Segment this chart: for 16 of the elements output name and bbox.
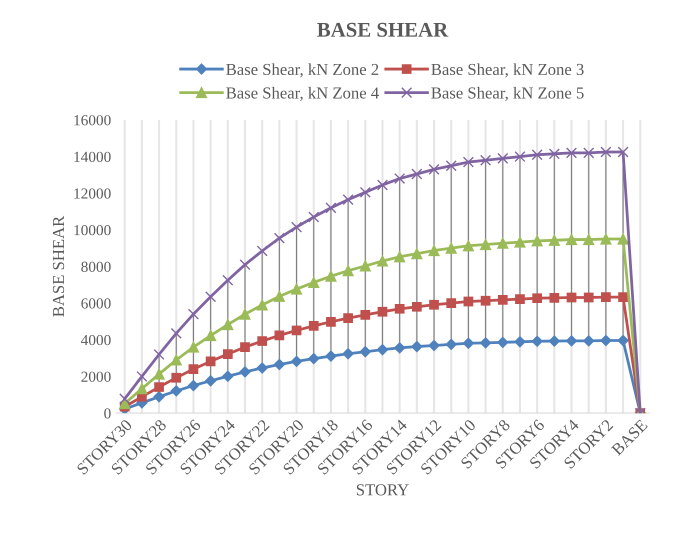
y-tick-label: 0 [104, 408, 111, 419]
y-tick-label: 12000 [74, 188, 111, 199]
y-axis-title: BASE SHEAR [52, 216, 64, 317]
y-tick-label: 8000 [81, 262, 111, 272]
y-tick-label: 4000 [80, 334, 111, 346]
x-axis-title: STORY [356, 484, 409, 496]
y-tick-label: 2000 [81, 372, 111, 382]
legend-label: Base Shear, kN Zone 2 [226, 63, 378, 78]
legend-label: Base Shear, kN Zone 4 [226, 86, 379, 102]
y-tick-label: 10000 [74, 224, 111, 236]
chart-title: BASE SHEAR [317, 22, 448, 37]
legend-label: Base Shear, kN Zone 3 [431, 63, 584, 78]
y-tick-label: 14000 [74, 152, 111, 162]
y-tick-label: 6000 [81, 298, 111, 309]
legend-label: Base Shear, kN Zone 5 [431, 86, 584, 102]
y-tick-label: 16000 [74, 115, 111, 126]
